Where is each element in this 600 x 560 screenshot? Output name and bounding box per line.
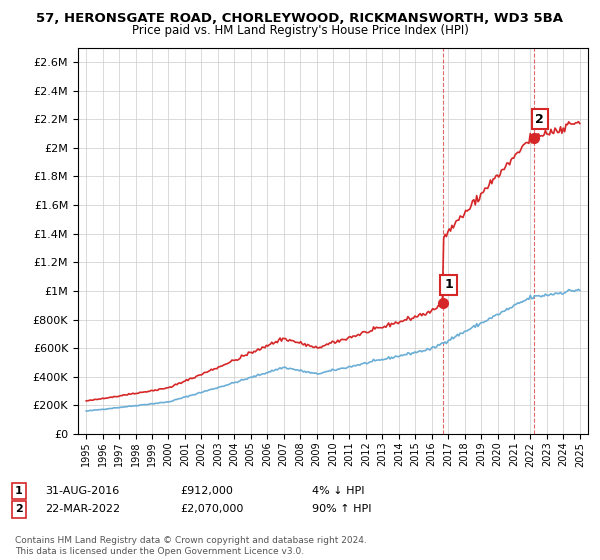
Text: Price paid vs. HM Land Registry's House Price Index (HPI): Price paid vs. HM Land Registry's House … <box>131 24 469 37</box>
Text: 90% ↑ HPI: 90% ↑ HPI <box>312 505 371 515</box>
Text: 4% ↓ HPI: 4% ↓ HPI <box>312 486 365 496</box>
Text: £2,070,000: £2,070,000 <box>180 505 244 515</box>
Text: 22-MAR-2022: 22-MAR-2022 <box>45 505 120 515</box>
Text: 31-AUG-2016: 31-AUG-2016 <box>45 486 119 496</box>
Text: 2: 2 <box>535 113 544 125</box>
Text: 2: 2 <box>15 505 23 515</box>
Text: 57, HERONSGATE ROAD, CHORLEYWOOD, RICKMANSWORTH, WD3 5BA: 57, HERONSGATE ROAD, CHORLEYWOOD, RICKMA… <box>37 12 563 25</box>
Text: 1: 1 <box>444 278 453 291</box>
Text: 1: 1 <box>15 486 23 496</box>
Text: £912,000: £912,000 <box>180 486 233 496</box>
Text: Contains HM Land Registry data © Crown copyright and database right 2024.
This d: Contains HM Land Registry data © Crown c… <box>15 536 367 556</box>
